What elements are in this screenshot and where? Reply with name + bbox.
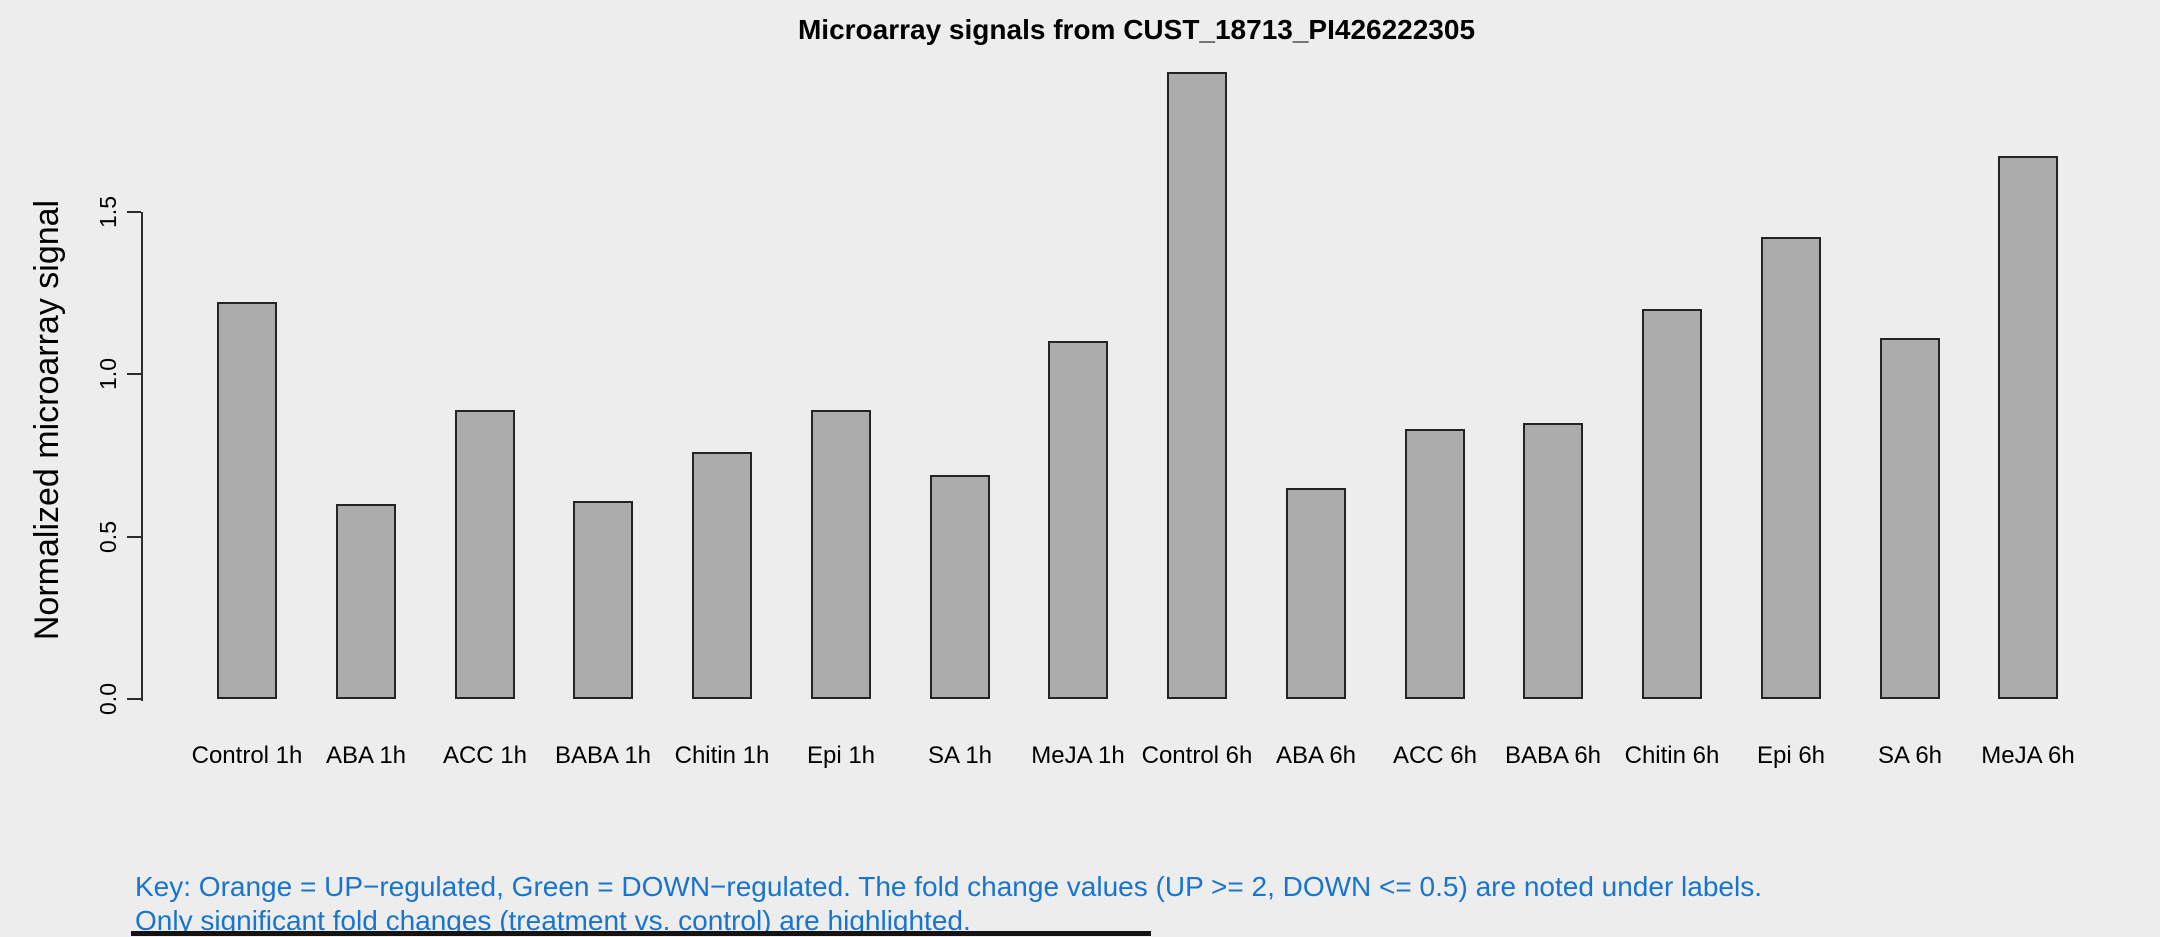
x-tick-label: Chitin 1h (674, 742, 770, 769)
bar (1642, 309, 1702, 699)
y-tick (127, 698, 141, 700)
bar (1167, 72, 1227, 699)
x-tick-label: ABA 1h (325, 742, 407, 769)
x-tick-label: Control 6h (1141, 742, 1253, 769)
bar (217, 302, 277, 699)
chart-title: Microarray signals from CUST_18713_PI426… (797, 14, 1476, 45)
x-tick-label: BABA 6h (1504, 742, 1602, 769)
x-tick-label: Control 1h (191, 742, 303, 769)
y-tick (127, 535, 141, 538)
x-tick-label: ACC 1h (442, 742, 528, 769)
x-tick-label: Chitin 6h (1624, 742, 1720, 769)
x-tick-label: MeJA 1h (1031, 742, 1125, 769)
y-tick-label: 1.0 (95, 358, 121, 390)
clipped-text-line (131, 931, 1151, 936)
y-axis-line (141, 212, 143, 701)
x-tick-label: ACC 6h (1392, 742, 1478, 769)
footer-key-line-1: Key: Orange = UP−regulated, Green = DOWN… (135, 871, 1762, 902)
bar (1523, 423, 1583, 699)
y-axis-label: Normalized microarray signal (28, 199, 66, 641)
y-tick (127, 373, 141, 375)
footer-key-line-2: Only significant fold changes (treatment… (135, 905, 971, 936)
y-tick (127, 210, 141, 213)
bar (1286, 488, 1346, 699)
bar (1998, 156, 2058, 699)
bar (811, 410, 871, 699)
bar (1761, 237, 1821, 699)
x-tick-label: MeJA 6h (1981, 742, 2075, 769)
x-tick-label: Epi 6h (1756, 742, 1826, 769)
bar (455, 410, 515, 699)
x-tick-label: SA 1h (927, 742, 993, 769)
x-tick-label: BABA 1h (554, 742, 652, 769)
x-tick-label: ABA 6h (1275, 742, 1357, 769)
bar (930, 475, 990, 699)
y-tick-label: 0.0 (95, 683, 121, 715)
bar (336, 504, 396, 699)
bar (1405, 429, 1465, 699)
y-tick-label: 0.5 (95, 520, 121, 553)
bar (573, 501, 633, 699)
x-tick-label: SA 6h (1877, 742, 1943, 769)
bar (1048, 341, 1108, 699)
bar (1880, 338, 1940, 699)
x-tick-label: Epi 1h (806, 742, 876, 769)
bar (692, 452, 752, 699)
y-tick-label: 1.5 (95, 195, 121, 228)
